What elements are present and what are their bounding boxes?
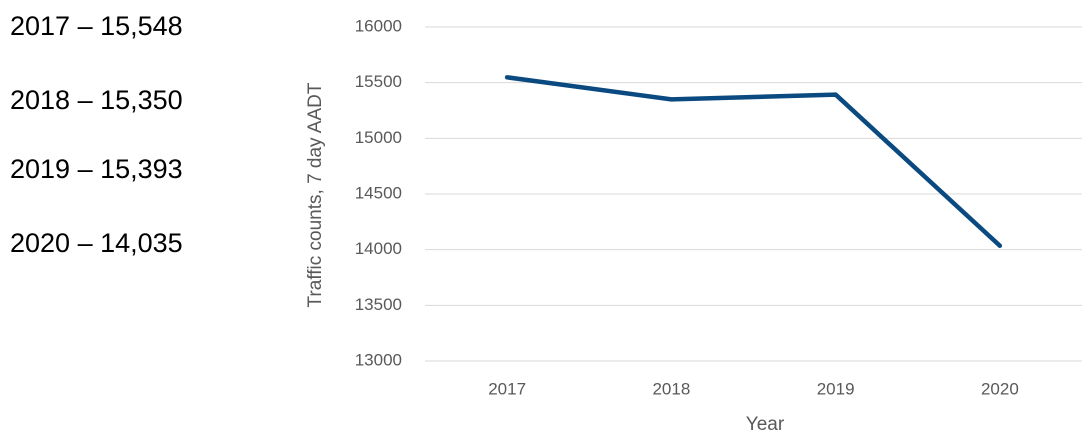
x-tick-label: 2020 bbox=[981, 379, 1019, 398]
value-note: 2020 – 14,035 bbox=[10, 228, 183, 258]
y-tick-label: 16000 bbox=[355, 16, 402, 35]
x-tick-label: 2019 bbox=[817, 379, 855, 398]
y-tick-label: 15500 bbox=[355, 72, 402, 91]
y-axis-title: Traffic counts, 7 day AADT bbox=[305, 82, 326, 307]
x-tick-label: 2017 bbox=[488, 379, 526, 398]
y-tick-label: 13000 bbox=[355, 350, 402, 369]
x-tick-label: 2018 bbox=[652, 379, 690, 398]
y-tick-label: 15000 bbox=[355, 128, 402, 147]
y-tick-label: 14500 bbox=[355, 183, 402, 202]
value-note: 2019 – 15,393 bbox=[10, 154, 183, 184]
data-line bbox=[504, 75, 1003, 249]
x-axis-title: Year bbox=[746, 414, 785, 435]
y-tick-label: 14000 bbox=[355, 239, 402, 258]
value-note: 2018 – 15,350 bbox=[10, 85, 183, 115]
value-note: 2017 – 15,548 bbox=[10, 11, 183, 41]
y-tick-label: 13500 bbox=[355, 295, 402, 314]
